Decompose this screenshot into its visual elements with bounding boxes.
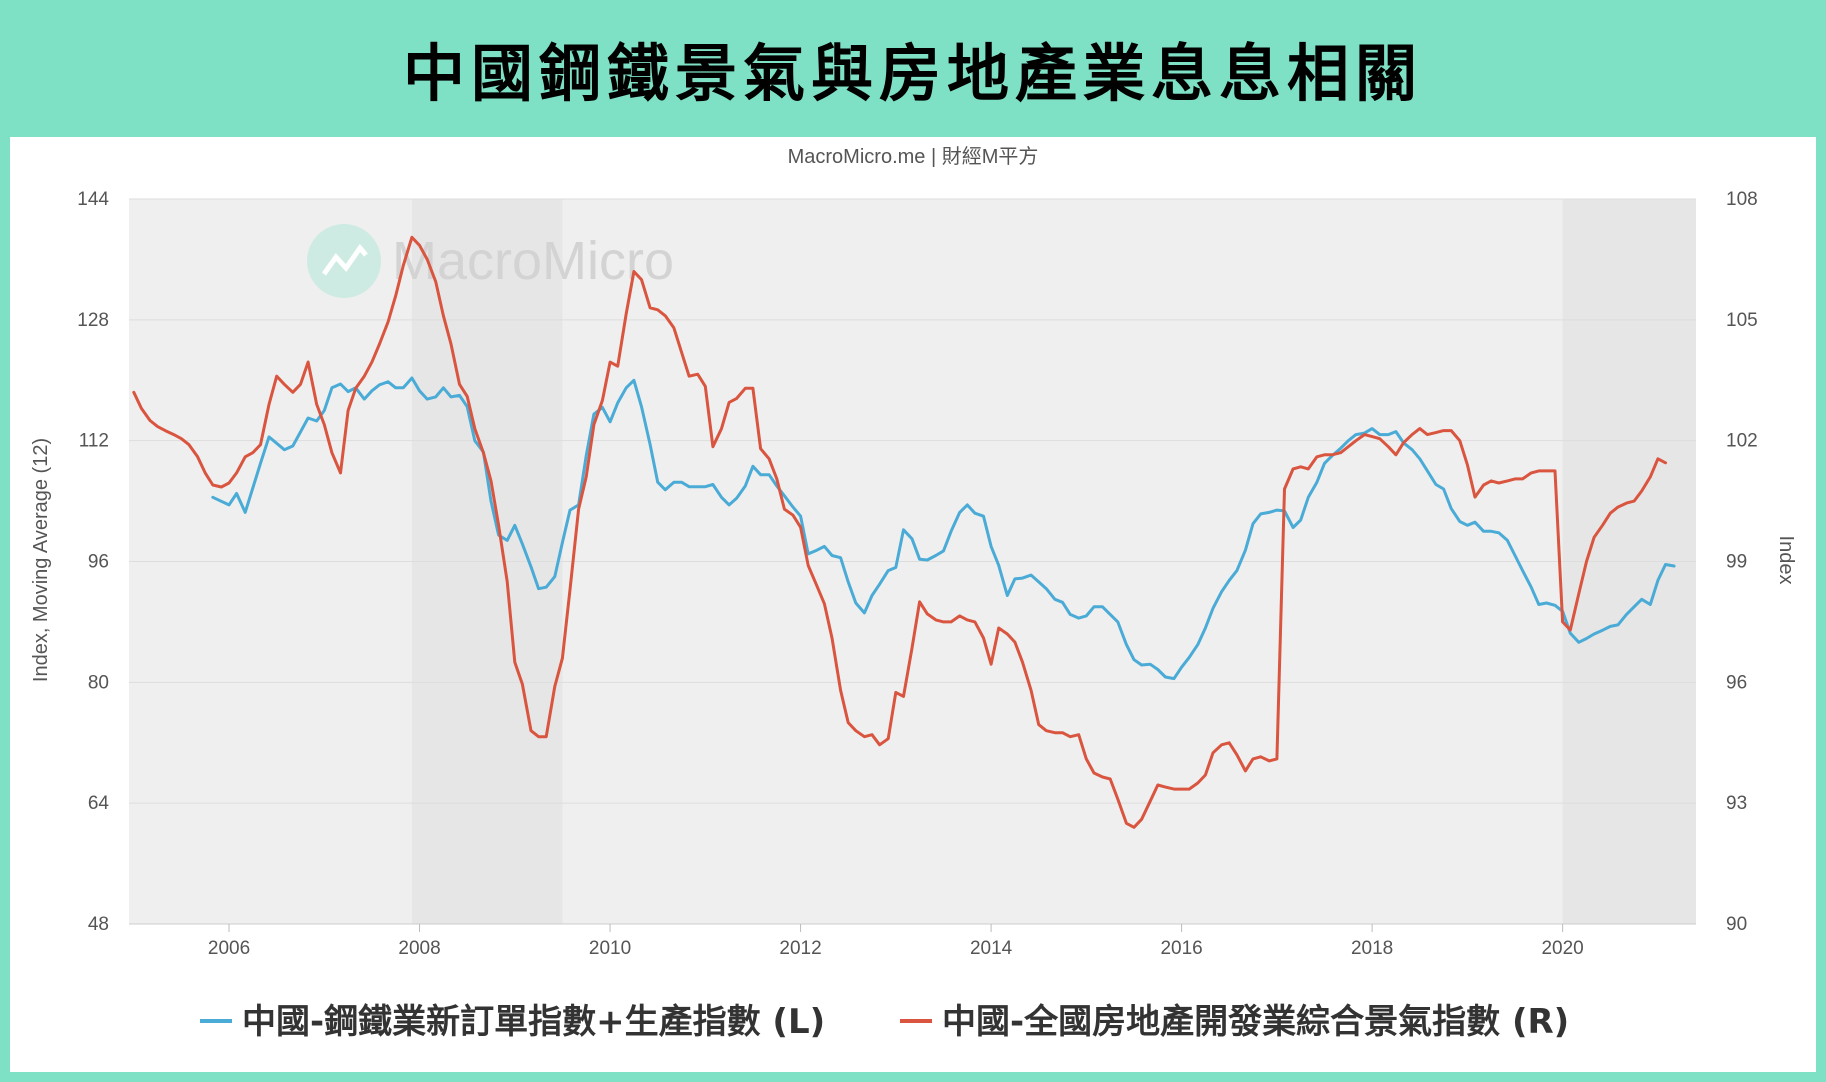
- x-tick-label: 2012: [779, 938, 821, 959]
- y-right-axis-title: Index: [1775, 536, 1797, 585]
- axes: 48 64 80 96 112 128 144 90 93 96 99 102 105 108 2006 20…: [77, 189, 1757, 959]
- y-right-tick-label: 90: [1726, 914, 1747, 935]
- series-lines: [132, 235, 1676, 829]
- x-tick-label: 2018: [1351, 938, 1393, 959]
- y-right-tick-label: 108: [1726, 189, 1758, 210]
- y-right-tick-label: 99: [1726, 552, 1747, 573]
- x-tick-label: 2006: [208, 938, 250, 959]
- watermark-logo-icon: [307, 224, 381, 298]
- legend-label-property[interactable]: 中國-全國房地產開發業綜合景氣指數 (R): [942, 1002, 1569, 1042]
- y-left-axis-title: Index, Moving Average (12): [30, 438, 52, 682]
- page-title: 中國鋼鐵景氣與房地產業息息相關: [402, 37, 1423, 110]
- legend-label-steel[interactable]: 中國-鋼鐵業新訂單指數+生產指數 (L): [242, 1002, 825, 1042]
- x-tick-label: 2010: [589, 938, 631, 959]
- y-left-tick-label: 144: [77, 189, 109, 210]
- y-right-tick-label: 96: [1726, 672, 1747, 693]
- title-banner: 中國鋼鐵景氣與房地產業息息相關: [0, 0, 1826, 136]
- y-right-tick-label: 102: [1726, 431, 1758, 452]
- y-left-tick-label: 128: [77, 310, 109, 331]
- y-left-tick-label: 80: [88, 672, 109, 693]
- watermark-text: MacroMicro: [392, 231, 674, 291]
- legend: 中國-鋼鐵業新訂單指數+生產指數 (L) 中國-全國房地產開發業綜合景氣指數 (…: [200, 1002, 1569, 1042]
- x-tick-label: 2008: [398, 938, 440, 959]
- watermark: MacroMicro: [307, 224, 674, 298]
- y-right-tick-label: 105: [1726, 310, 1758, 331]
- chart-panel: MacroMicro.me | 財經M平方 MacroMicro 48 64 80 9…: [10, 137, 1816, 1072]
- series-line-property: [132, 235, 1667, 829]
- y-left-tick-label: 64: [88, 793, 110, 814]
- y-left-tick-label: 48: [88, 914, 109, 935]
- y-left-tick-label: 96: [88, 552, 109, 573]
- x-tick-label: 2020: [1541, 938, 1583, 959]
- y-left-tick-label: 112: [79, 431, 109, 452]
- y-right-tick-label: 93: [1726, 793, 1747, 814]
- grid-lines: [129, 198, 1696, 925]
- x-tick-label: 2014: [970, 938, 1013, 959]
- chart-source: MacroMicro.me | 財經M平方: [788, 145, 1039, 168]
- x-tick-label: 2016: [1160, 938, 1202, 959]
- watermark-chart-icon: [321, 243, 368, 276]
- chart-svg: MacroMicro.me | 財經M平方 MacroMicro 48 64 80 9…: [30, 145, 1797, 1042]
